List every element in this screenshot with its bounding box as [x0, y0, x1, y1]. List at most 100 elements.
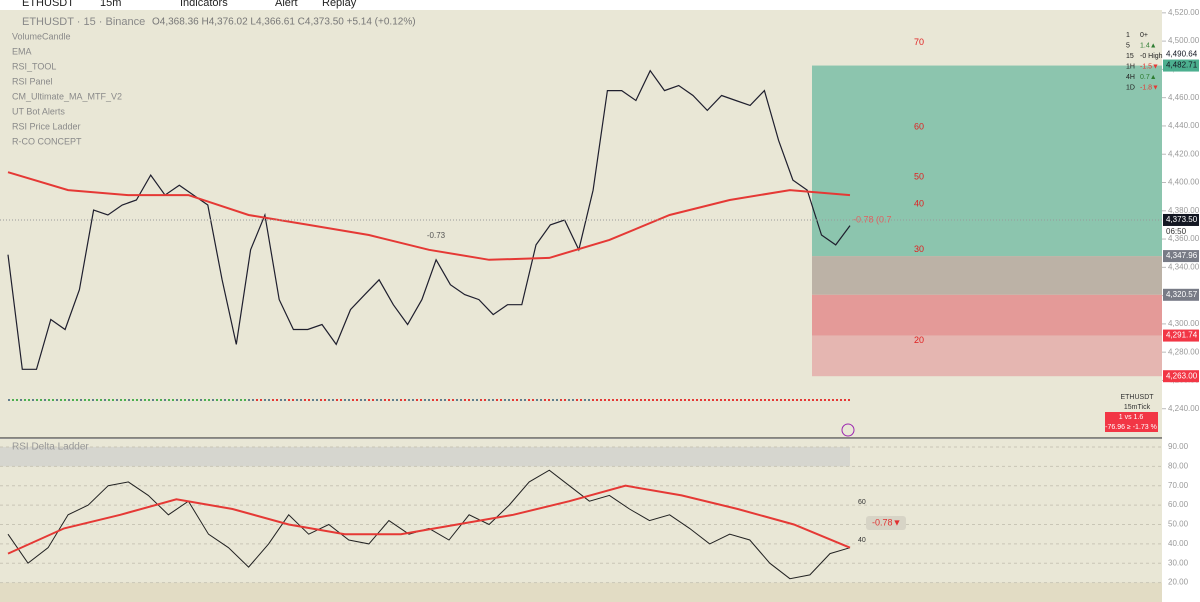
price-tag: [1163, 288, 1199, 301]
signal-dot: [816, 399, 818, 401]
signal-dot: [664, 399, 666, 401]
signal-dot: [332, 399, 334, 401]
price-tag-label: 4,347.96: [1166, 251, 1198, 260]
signal-dot: [504, 399, 506, 401]
level-zone: [812, 256, 1162, 295]
signal-dot: [692, 399, 694, 401]
signal-dot: [752, 399, 754, 401]
signal-dot: [612, 399, 614, 401]
signal-dot: [216, 399, 218, 401]
signal-dot: [680, 399, 682, 401]
signal-dot: [696, 399, 698, 401]
signal-dot: [224, 399, 226, 401]
signal-dot: [260, 399, 262, 401]
signal-dot: [36, 399, 38, 401]
mtf-cell: 1: [1126, 32, 1130, 39]
signal-dot: [560, 399, 562, 401]
flash-icon[interactable]: [841, 423, 855, 437]
indicator-name[interactable]: CM_Ultimate_MA_MTF_V2: [12, 91, 122, 101]
y-tick-label: 4,500.00: [1168, 36, 1200, 45]
signal-dot: [76, 399, 78, 401]
indicator-name[interactable]: RSI_TOOL: [12, 61, 56, 71]
signal-dot: [620, 399, 622, 401]
signal-dot: [712, 399, 714, 401]
indicator-name[interactable]: UT Bot Alerts: [12, 106, 65, 116]
signal-dot: [708, 399, 710, 401]
signal-dot: [80, 399, 82, 401]
signal-dot: [408, 399, 410, 401]
y-tick-label: 50.00: [1168, 520, 1189, 529]
signal-dot: [704, 399, 706, 401]
signal-dot: [352, 399, 354, 401]
toolbar-replay[interactable]: Replay: [322, 0, 357, 9]
signal-dot: [804, 399, 806, 401]
indicator-name[interactable]: RSI Panel: [12, 76, 53, 86]
y-tick-label: 4,280.00: [1168, 347, 1200, 356]
signal-dot: [280, 399, 282, 401]
toolbar-symbol[interactable]: ETHUSDT: [22, 0, 74, 9]
signal-dot: [236, 399, 238, 401]
mtf-cell: 1H: [1126, 63, 1135, 70]
signal-dot: [824, 399, 826, 401]
price-tag-label: 4,482.71: [1166, 61, 1198, 70]
signal-dot: [604, 399, 606, 401]
signal-dot: [192, 399, 194, 401]
toolbar-alert[interactable]: Alert: [275, 0, 298, 9]
y-tick-label: 80.00: [1168, 461, 1189, 470]
price-tag: [1163, 329, 1199, 342]
indicator-name[interactable]: VolumeCandle: [12, 31, 71, 41]
signal-dot: [340, 399, 342, 401]
signal-dot: [360, 399, 362, 401]
signal-dot: [556, 399, 558, 401]
overbought-band: [0, 446, 850, 467]
price-tag: [1163, 370, 1199, 383]
signal-dot: [812, 399, 814, 401]
signal-dot: [264, 399, 266, 401]
signal-dot: [92, 399, 94, 401]
y-tick-label: 4,380.00: [1168, 206, 1200, 215]
price-tag: [1163, 213, 1199, 226]
signal-dot: [112, 399, 114, 401]
signal-dot: [496, 399, 498, 401]
signal-dot: [392, 399, 394, 401]
signal-dot: [40, 399, 42, 401]
signal-dot: [584, 399, 586, 401]
level-zone: [812, 294, 1162, 336]
signal-dot: [488, 399, 490, 401]
rsi-title: RSI Delta Ladder: [12, 442, 89, 453]
indicator-name[interactable]: R-CO CONCEPT: [12, 136, 82, 146]
signal-dot: [164, 399, 166, 401]
signal-dot: [500, 399, 502, 401]
series-line: [7, 69, 851, 370]
signal-dot: [348, 399, 350, 401]
signal-dot: [600, 399, 602, 401]
signal-dot: [644, 399, 646, 401]
mtf-cell: -1.5▼: [1140, 63, 1159, 70]
signal-dot: [212, 399, 214, 401]
indicator-name[interactable]: EMA: [12, 46, 32, 56]
signal-dot: [248, 399, 250, 401]
ladder-label: 50: [914, 171, 924, 181]
countdown: 06:50: [1166, 227, 1187, 236]
signal-dot: [168, 399, 170, 401]
toolbar-indicators[interactable]: Indicators: [180, 0, 228, 9]
signal-dot: [768, 399, 770, 401]
signal-dot: [800, 399, 802, 401]
signal-dot: [480, 399, 482, 401]
signal-dot: [308, 399, 310, 401]
signal-dot: [64, 399, 66, 401]
signal-dot: [368, 399, 370, 401]
toolbar: [0, 0, 1200, 10]
indicator-name[interactable]: RSI Price Ladder: [12, 121, 81, 131]
info-symbol: ETHUSDT: [1120, 394, 1154, 401]
signal-dot: [840, 399, 842, 401]
signal-dot: [336, 399, 338, 401]
signal-dot: [132, 399, 134, 401]
signal-dot: [632, 399, 634, 401]
level-zone: [812, 335, 1162, 377]
signal-dot: [140, 399, 142, 401]
signal-dot: [208, 399, 210, 401]
y-tick-label: 4,400.00: [1168, 178, 1200, 187]
toolbar-interval[interactable]: 15m: [100, 0, 121, 9]
level-zone: [812, 65, 1162, 257]
